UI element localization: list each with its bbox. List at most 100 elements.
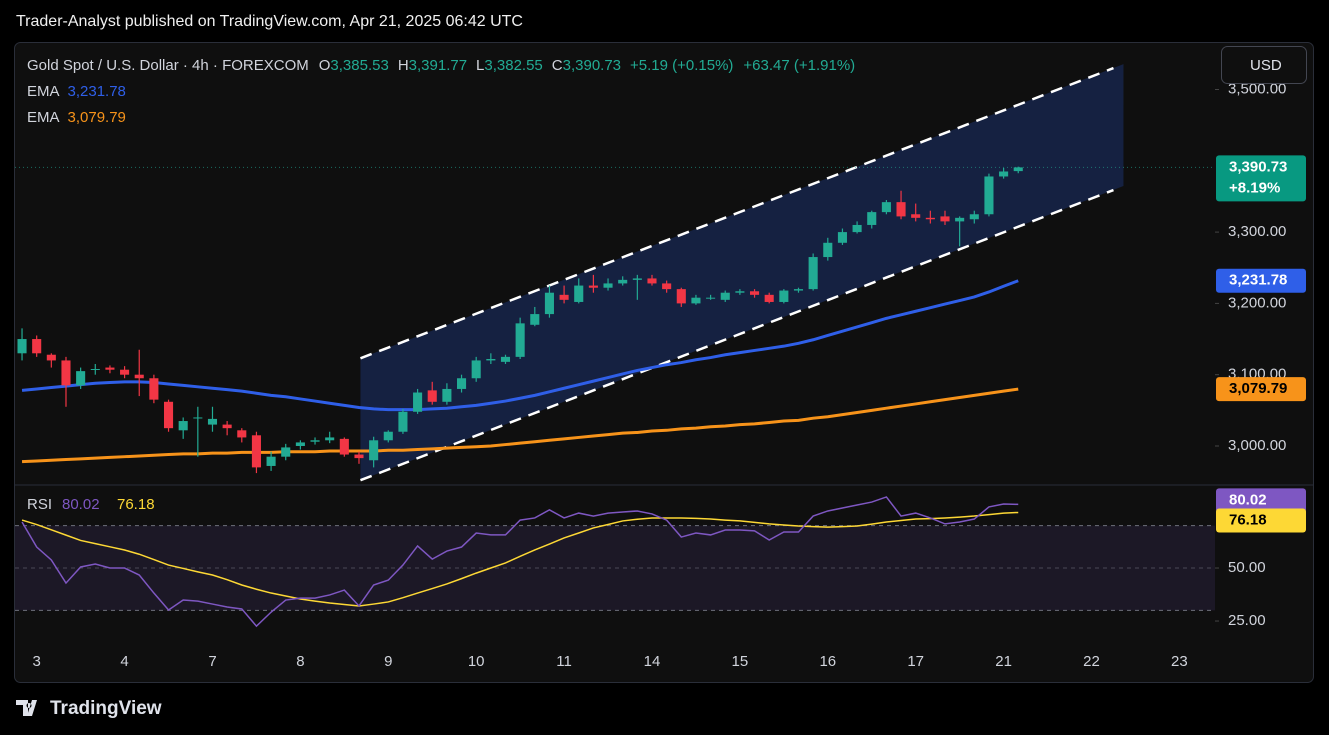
candle-body [339, 438, 349, 455]
candle-body [413, 392, 423, 412]
price-badge [1216, 377, 1306, 402]
candle-body [427, 390, 437, 402]
legend-text: +63.47 (+1.91%) [743, 57, 856, 74]
candle-body [691, 297, 701, 304]
candle-body [369, 440, 379, 461]
price-badge [1216, 268, 1306, 293]
candle-body [955, 217, 965, 222]
price-badge [1216, 488, 1306, 513]
candle-body [178, 421, 188, 431]
publish-title: Trader-Analyst published on TradingView.… [16, 13, 523, 30]
candle-body [325, 437, 335, 441]
candle-body [193, 417, 203, 419]
candle-body [354, 454, 364, 459]
candle-body [310, 440, 320, 442]
legend-text: O [318, 57, 331, 74]
x-tick-label: 11 [556, 653, 572, 670]
legend: Gold Spot / U.S. Dollar · 4h · FOREXCOM O… [27, 53, 855, 131]
price-badge-label: 3,079.79 [1229, 380, 1287, 397]
channel-line [360, 66, 1114, 360]
candle-body [969, 214, 979, 220]
candle-body [266, 456, 276, 466]
candle-body [544, 292, 554, 315]
candle-body [559, 294, 569, 300]
candle-body [442, 388, 452, 402]
legend-text: H [397, 57, 409, 74]
y-tick-label: 50.00 [1228, 559, 1266, 576]
legend-text: 3,382.55 [484, 57, 543, 74]
ema-line [21, 387, 1019, 464]
candle-body [603, 283, 613, 288]
candle-body [515, 323, 525, 357]
candle-body [896, 202, 906, 217]
legend-row: EMA 3,079.79 [27, 105, 855, 131]
candle-body [471, 360, 481, 379]
candle-body [867, 212, 877, 225]
candle-body [793, 289, 804, 291]
candle-body [486, 359, 496, 361]
legend-row: Gold Spot / U.S. Dollar · 4h · FOREXCOM O… [27, 53, 855, 79]
price-badge-label: 3,390.73 [1229, 158, 1287, 175]
candle-body [46, 354, 56, 361]
rsi-legend-value: 80.02 [62, 496, 100, 513]
candle-body [1013, 167, 1023, 172]
candle-body [823, 242, 833, 258]
candle-body [32, 339, 42, 354]
candle-body [881, 202, 891, 213]
candle-body [90, 368, 100, 370]
currency-label: USD [1250, 57, 1282, 74]
y-tick-label: 3,300.00 [1228, 223, 1286, 240]
legend-text: Gold Spot / U.S. Dollar · 4h · FOREXCOM [27, 57, 309, 74]
candle-body [500, 356, 511, 362]
price-badge [1216, 155, 1306, 202]
legend-text: 3,391.77 [408, 57, 468, 74]
x-tick-label: 15 [732, 653, 749, 670]
candle-body [17, 339, 27, 354]
legend-text: 3,385.53 [330, 57, 389, 74]
candle-body [76, 371, 86, 386]
candle-body [163, 401, 174, 429]
candle-body [837, 232, 847, 243]
candle-body [706, 297, 716, 299]
x-tick-label: 10 [468, 653, 485, 670]
x-tick-label: 4 [120, 653, 128, 670]
candle-body [735, 291, 745, 293]
ema-line [21, 279, 1019, 412]
y-tick-label: 3,200.00 [1228, 294, 1286, 311]
candle-body [222, 424, 232, 429]
x-tick-label: 8 [296, 653, 304, 670]
tradingview-logo [16, 700, 37, 716]
y-tick-label: 25.00 [1228, 612, 1266, 629]
candle-body [383, 431, 393, 441]
candle-body [574, 285, 584, 302]
rsi-line [21, 511, 1019, 607]
legend-row: EMA 3,231.78 [27, 79, 855, 105]
candle-body [237, 430, 247, 438]
candle-body [720, 292, 730, 300]
candle-body [456, 378, 467, 389]
candle-body [999, 171, 1009, 177]
candle-body [852, 224, 862, 233]
legend-text: C [551, 57, 563, 74]
price-badge [1216, 508, 1306, 533]
price-badge-label: 76.18 [1229, 511, 1267, 528]
price-badge-change: +8.19% [1229, 179, 1280, 196]
legend-text: EMA [27, 109, 60, 126]
candle-body [940, 216, 950, 222]
x-tick-label: 14 [644, 653, 661, 670]
currency-button[interactable] [1221, 46, 1307, 84]
legend-text: 3,390.73 [562, 57, 622, 74]
x-tick-label: 23 [1171, 653, 1188, 670]
candle-body [984, 176, 994, 215]
candle-body [120, 369, 130, 375]
candle-body [911, 214, 921, 218]
brand: TradingView [50, 698, 162, 719]
candle-body [764, 294, 774, 302]
candle-body [618, 279, 628, 284]
candle-body [149, 378, 159, 400]
candle-body [207, 418, 218, 425]
candle-body [530, 314, 540, 325]
y-tick-label: 3,000.00 [1228, 437, 1286, 454]
x-tick-label: 17 [907, 653, 924, 670]
candle-body [647, 278, 657, 284]
